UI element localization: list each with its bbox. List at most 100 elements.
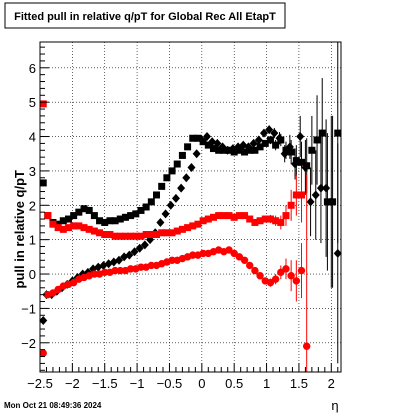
plot-frame xyxy=(39,41,342,373)
data-point-square xyxy=(90,212,98,220)
data-point-diamond xyxy=(327,197,336,207)
data-point-square xyxy=(282,212,290,220)
x-tick-label: 2 xyxy=(328,376,335,391)
data-point-square xyxy=(256,217,264,225)
data-point-diamond xyxy=(270,128,279,138)
data-point-square xyxy=(173,227,181,235)
data-point-diamond xyxy=(130,247,139,257)
data-point-square xyxy=(251,218,259,226)
data-point-square xyxy=(261,215,269,223)
data-point-square xyxy=(158,182,166,190)
data-point-square xyxy=(230,148,238,156)
data-point-circle xyxy=(116,266,124,275)
data-point-square xyxy=(163,174,171,182)
data-point-circle xyxy=(287,272,295,280)
data-point-square xyxy=(153,191,161,199)
data-point-square xyxy=(235,146,243,154)
data-point-square xyxy=(153,231,161,238)
data-point-square xyxy=(266,215,274,223)
y-tick-label: 3 xyxy=(29,164,36,179)
data-point-square xyxy=(132,210,140,218)
data-point-square xyxy=(96,229,104,237)
data-point-diamond xyxy=(301,162,310,172)
data-point-square xyxy=(132,232,140,240)
data-point-circle xyxy=(282,265,290,273)
data-point-circle xyxy=(251,266,259,275)
data-point-diamond xyxy=(213,138,222,148)
data-point-diamond xyxy=(280,149,289,159)
data-point-circle xyxy=(147,261,156,270)
data-point-diamond xyxy=(322,183,331,193)
data-point-square xyxy=(282,146,290,154)
data-point-square xyxy=(59,225,67,233)
data-point-diamond xyxy=(306,197,315,207)
data-point-square xyxy=(246,146,254,154)
data-point-square xyxy=(241,212,249,220)
data-point-square xyxy=(142,203,150,211)
data-point-square xyxy=(209,145,217,153)
data-point-square xyxy=(39,179,47,187)
data-point-square xyxy=(272,141,280,149)
data-point-square xyxy=(246,215,254,223)
data-point-square xyxy=(163,229,171,237)
data-point-square xyxy=(90,227,98,235)
data-point-square xyxy=(116,215,124,223)
data-point-diamond xyxy=(291,159,300,169)
data-point-diamond xyxy=(125,250,134,260)
data-point-diamond xyxy=(275,133,284,143)
data-point-square xyxy=(277,218,285,226)
data-point-diamond xyxy=(156,217,165,227)
data-point-square xyxy=(85,225,93,233)
data-point-circle xyxy=(256,272,264,280)
data-point-diamond xyxy=(161,209,170,219)
y-tick-label: 0 xyxy=(29,267,36,282)
data-point-circle xyxy=(90,270,99,278)
data-point-square xyxy=(204,141,212,149)
data-point-square xyxy=(230,213,238,221)
x-tick-label: −0.5 xyxy=(157,376,183,391)
data-point-square xyxy=(168,167,176,175)
data-point-diamond xyxy=(166,200,175,210)
data-point-square xyxy=(96,217,104,225)
data-point-diamond xyxy=(182,173,191,183)
data-point-square xyxy=(106,217,114,225)
data-point-square xyxy=(70,222,78,230)
data-point-square xyxy=(85,206,93,214)
data-point-square xyxy=(80,224,88,232)
data-point-square xyxy=(75,208,83,216)
data-point-circle xyxy=(101,268,109,277)
x-tick-label: −1.5 xyxy=(92,376,118,391)
data-point-square xyxy=(292,157,300,165)
y-tick-label: −1 xyxy=(21,301,36,316)
data-point-diamond xyxy=(285,142,294,152)
data-point-circle xyxy=(189,251,197,259)
data-point-square xyxy=(194,134,202,142)
data-point-square xyxy=(256,143,264,151)
data-point-diamond xyxy=(39,315,48,325)
data-point-square xyxy=(292,191,300,199)
chart-title: Fitted pull in relative q/pT for Global … xyxy=(14,11,276,23)
data-point-square xyxy=(116,232,124,240)
y-tick-label: 2 xyxy=(29,198,36,213)
data-point-circle xyxy=(168,256,176,264)
x-tick-label: −2.5 xyxy=(27,376,53,391)
data-point-square xyxy=(39,100,47,108)
data-point-diamond xyxy=(259,128,268,138)
data-point-circle xyxy=(199,249,207,258)
data-point-circle xyxy=(39,349,47,357)
x-tick-label: 0 xyxy=(198,376,205,391)
data-point-square xyxy=(215,212,223,220)
data-point-circle xyxy=(246,261,254,270)
data-point-circle xyxy=(271,275,280,283)
data-point-square xyxy=(121,232,129,240)
data-point-square xyxy=(209,213,217,221)
data-point-square xyxy=(44,212,52,220)
data-point-circle xyxy=(137,263,145,271)
data-point-square xyxy=(106,231,114,238)
data-point-square xyxy=(147,231,155,238)
data-point-diamond xyxy=(140,240,149,250)
data-point-circle xyxy=(302,342,311,350)
data-point-diamond xyxy=(197,135,206,145)
x-tick-label: −1 xyxy=(130,376,145,391)
